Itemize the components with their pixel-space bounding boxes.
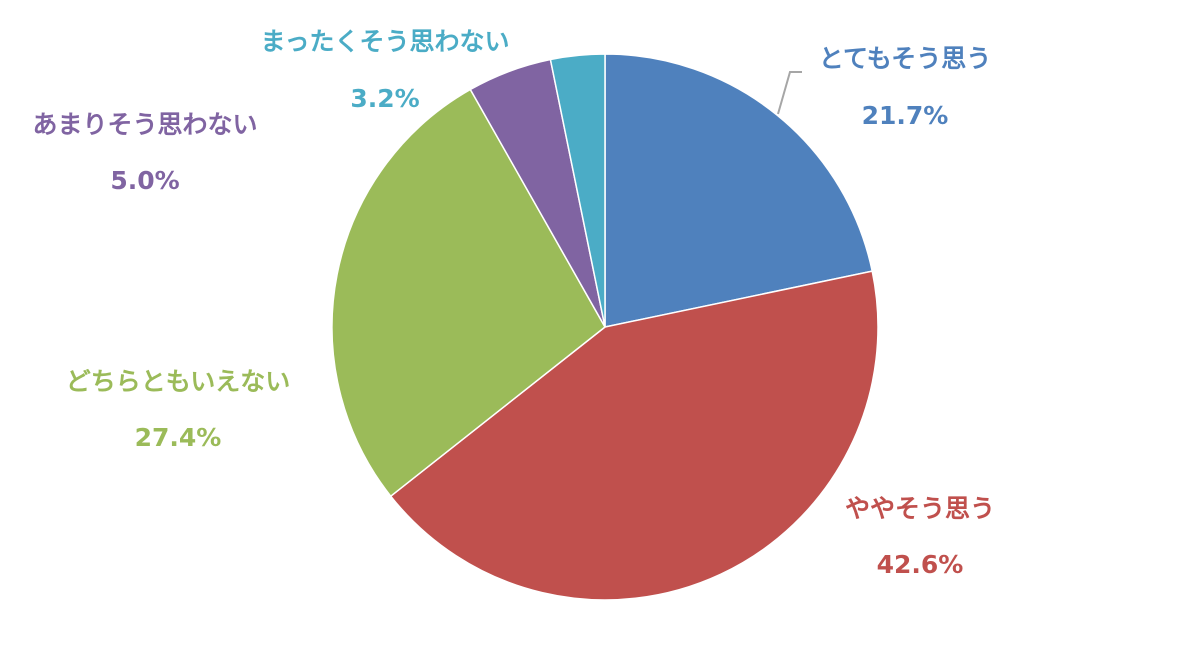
slice-label: まったくそう思わない [260,27,509,56]
value-label: 21.7% [862,101,949,130]
pie-slice [549,53,606,328]
value-label: 42.6% [877,550,964,579]
slice-label: あまりそう思わない [32,110,257,139]
slice-label: ややそう思う [845,494,995,523]
leader-line [777,71,802,115]
value-label: 3.2% [350,84,419,113]
pie-slice [389,270,879,601]
pie-slice [331,88,606,498]
slice-label: どちらともいえない [66,367,291,396]
value-label: 27.4% [135,423,222,452]
value-label: 5.0% [110,166,179,195]
pie-slice [604,53,874,328]
slice-label: とてもそう思う [819,44,992,73]
